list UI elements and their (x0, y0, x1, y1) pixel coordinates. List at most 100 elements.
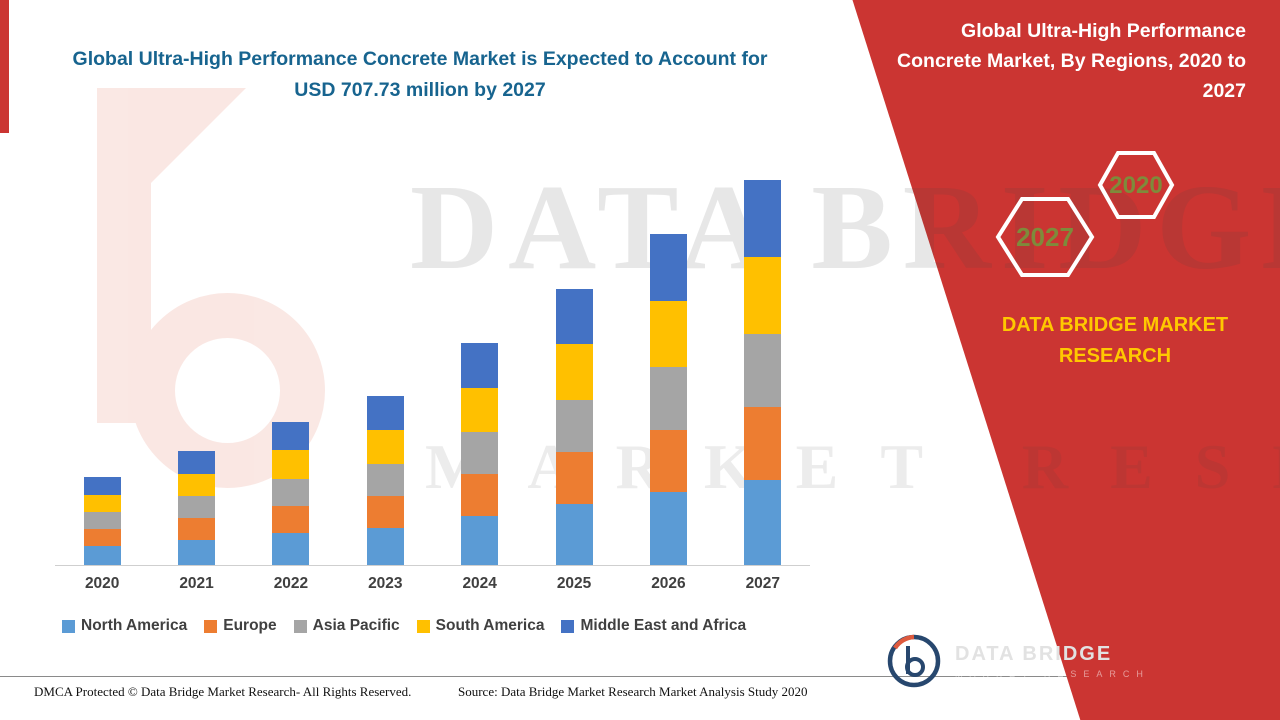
segment-2027-asia-pacific (744, 334, 782, 408)
segment-2023-europe (366, 495, 404, 528)
bar-column-2027 (716, 180, 810, 565)
stacked-bar-2025 (555, 288, 593, 565)
segment-2021-middle-east-and-africa (178, 451, 216, 474)
plot-area (55, 165, 810, 566)
legend-item-middle-east-and-africa: Middle East and Africa (561, 617, 746, 635)
legend-swatch-europe (204, 619, 218, 633)
legend-swatch-north-america (62, 619, 75, 633)
stacked-bar-2023 (366, 395, 404, 565)
segment-2021-asia-pacific (178, 496, 216, 519)
bar-column-2025 (527, 288, 621, 565)
databridge-logo: DATA BRIDGE MARKET RESEARCH (885, 632, 1150, 690)
segment-2020-north-america (83, 546, 121, 565)
x-label-2027: 2027 (745, 575, 781, 592)
segment-2020-europe (83, 529, 121, 546)
legend-swatch-middle-east-and-africa (561, 619, 575, 633)
x-label-2025: 2025 (556, 575, 592, 592)
logo-subtitle: MARKET RESEARCH (955, 669, 1150, 679)
segment-2027-europe (744, 407, 782, 481)
segment-2024-south-america (461, 387, 499, 433)
stacked-bar-2020 (83, 477, 121, 565)
legend-item-north-america: North America (62, 617, 187, 635)
hexagon-badges: 2020 2027 (995, 151, 1175, 277)
stacked-bar-2024 (461, 343, 499, 565)
hexagon-2027 (995, 197, 1095, 277)
segment-2021-north-america (178, 540, 216, 565)
segment-2026-south-america (649, 300, 687, 367)
segment-2022-europe (272, 506, 310, 534)
segment-2020-south-america (83, 494, 121, 513)
segment-2021-europe (178, 518, 216, 540)
x-label-2023: 2023 (368, 575, 403, 592)
segment-2021-south-america (178, 473, 216, 497)
legend-swatch-asia-pacific (293, 619, 307, 633)
x-label-2020: 2020 (84, 575, 120, 592)
legend-label-asia-pacific: Asia Pacific (312, 617, 400, 634)
bar-column-2024 (433, 343, 527, 565)
segment-2024-asia-pacific (461, 432, 499, 475)
legend-item-asia-pacific: Asia Pacific (293, 617, 400, 635)
logo-title: DATA BRIDGE (955, 643, 1113, 665)
segment-2022-south-america (272, 450, 310, 480)
segment-2025-north-america (555, 504, 593, 565)
databridge-logo-icon (887, 634, 941, 688)
segment-2026-north-america (649, 492, 687, 565)
hexagon-2020-label: 2020 (1109, 172, 1162, 199)
x-label-2024: 2024 (462, 575, 497, 592)
stacked-bar-2027 (744, 180, 782, 565)
right-panel-title: Global Ultra-High Performance Concrete M… (897, 20, 1246, 103)
bar-column-2023 (338, 395, 432, 565)
legend-label-south-america: South America (435, 617, 545, 634)
legend-label-middle-east-and-africa: Middle East and Africa (580, 617, 747, 634)
brand-heading: DATA BRIDGE MARKET RESEARCH (1001, 314, 1229, 367)
segment-2026-middle-east-and-africa (649, 234, 687, 301)
chart-legend: North America Europe Asia Pacific South Ame… (62, 617, 746, 635)
segment-2026-asia-pacific (649, 366, 687, 430)
legend-label-north-america: North America (81, 617, 188, 634)
bar-chart: 2020 2021 2022 2023 2024 2025 2026 2027 (55, 165, 810, 593)
hexagon-2027-label: 2027 (1016, 222, 1074, 252)
segment-2026-europe (649, 429, 687, 493)
segment-2023-south-america (366, 430, 404, 464)
segment-2025-middle-east-and-africa (555, 288, 593, 345)
segment-2020-asia-pacific (83, 512, 121, 530)
x-label-2021: 2021 (179, 575, 214, 592)
background-logo-flag (151, 88, 246, 183)
hexagon-2020 (1097, 151, 1175, 219)
x-label-2022: 2022 (273, 575, 309, 592)
segment-2027-north-america (744, 480, 782, 565)
footer-source-text: Source: Data Bridge Market Research Mark… (458, 684, 808, 699)
footer-dmca-text: DMCA Protected © Data Bridge Market Rese… (34, 684, 412, 699)
segment-2027-middle-east-and-africa (744, 180, 782, 258)
segment-2024-europe (461, 474, 499, 516)
segment-2023-north-america (366, 528, 404, 565)
x-axis-labels: 2020 2021 2022 2023 2024 2025 2026 2027 (55, 575, 810, 593)
background-logo-watermark (85, 88, 385, 498)
watermark-line1: DATA BRIDGE (410, 160, 1280, 295)
legend-item-south-america: South America (416, 617, 545, 635)
legend-swatch-south-america (416, 619, 430, 633)
segment-2027-south-america (744, 257, 782, 335)
segment-2020-middle-east-and-africa (83, 477, 121, 495)
bar-column-2022 (244, 421, 338, 565)
stacked-bar-2021 (178, 451, 216, 565)
segment-2022-north-america (272, 533, 310, 565)
x-label-2026: 2026 (651, 575, 686, 592)
footer-divider (0, 676, 1280, 677)
segment-2024-middle-east-and-africa (461, 343, 499, 388)
segment-2024-north-america (461, 516, 499, 565)
top-left-accent-stripe (0, 0, 9, 133)
segment-2025-asia-pacific (555, 399, 593, 452)
segment-2025-europe (555, 451, 593, 505)
segment-2022-asia-pacific (272, 479, 310, 507)
segment-2022-middle-east-and-africa (272, 421, 310, 451)
bar-column-2021 (149, 451, 243, 565)
legend-item-europe: Europe (204, 617, 277, 635)
databridge-logo-text: DATA BRIDGE MARKET RESEARCH (955, 643, 1150, 679)
segment-2023-middle-east-and-africa (366, 395, 404, 431)
stacked-bar-2026 (649, 234, 687, 565)
chart-title: Global Ultra-High Performance Concrete M… (72, 48, 768, 102)
segment-2025-south-america (555, 344, 593, 400)
bar-column-2026 (621, 234, 715, 565)
segment-2023-asia-pacific (366, 463, 404, 496)
